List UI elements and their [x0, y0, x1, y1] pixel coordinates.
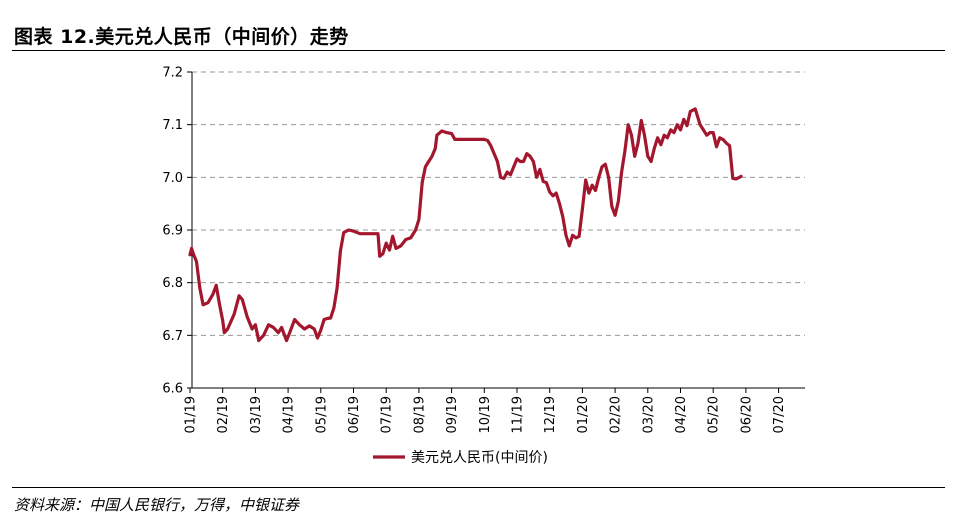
- x-tick-label: 12/19: [543, 396, 558, 433]
- y-tick-label: 6.7: [162, 329, 183, 344]
- legend: 美元兑人民币(中间价): [373, 450, 548, 466]
- x-tick-label: 09/19: [445, 396, 460, 433]
- x-tick-label: 11/19: [511, 396, 526, 433]
- y-tick-label: 6.9: [162, 224, 183, 239]
- x-tick-label: 03/20: [641, 396, 656, 433]
- y-tick-label: 7.1: [162, 118, 183, 133]
- x-tick-label: 05/20: [707, 396, 722, 433]
- source-note: 资料来源：中国人民银行，万得，中银证券: [14, 496, 300, 514]
- x-tick-label: 10/19: [478, 396, 493, 433]
- x-tick-label: 07/20: [772, 396, 787, 433]
- x-axis: 01/19 02/19 03/19 04/19 05/19 06/19 07/19 08/19…: [184, 387, 805, 433]
- y-tick-label: 6.8: [162, 276, 183, 291]
- x-tick-label: 05/19: [314, 396, 329, 433]
- title-divider: [12, 50, 945, 51]
- x-tick-label: 06/19: [347, 396, 362, 433]
- x-tick-label: 04/19: [282, 396, 297, 433]
- x-tick-label: 01/19: [184, 396, 199, 433]
- chart-title: 图表 12.美元兑人民币（中间价）走势: [14, 26, 349, 48]
- x-tick-label: 01/20: [576, 396, 591, 433]
- series-line-usd-cny: [188, 107, 743, 343]
- x-tick-label: 07/19: [380, 396, 395, 433]
- x-tick-label: 02/20: [609, 396, 624, 433]
- source-divider: [12, 487, 945, 488]
- x-tick-label: 06/20: [739, 396, 754, 433]
- legend-label: 美元兑人民币(中间价): [411, 450, 548, 466]
- y-tick-label: 6.6: [162, 382, 183, 397]
- x-tick-label: 03/19: [249, 396, 264, 433]
- x-tick-label: 02/19: [216, 396, 231, 433]
- y-axis: 6.6 6.7 6.8 6.9 7.0 7.1 7.2: [162, 66, 193, 397]
- gridlines: [192, 71, 805, 336]
- y-tick-label: 7.2: [162, 66, 183, 81]
- x-tick-label: 08/19: [412, 396, 427, 433]
- x-tick-label: 04/20: [674, 396, 689, 433]
- y-tick-label: 7.0: [162, 171, 183, 186]
